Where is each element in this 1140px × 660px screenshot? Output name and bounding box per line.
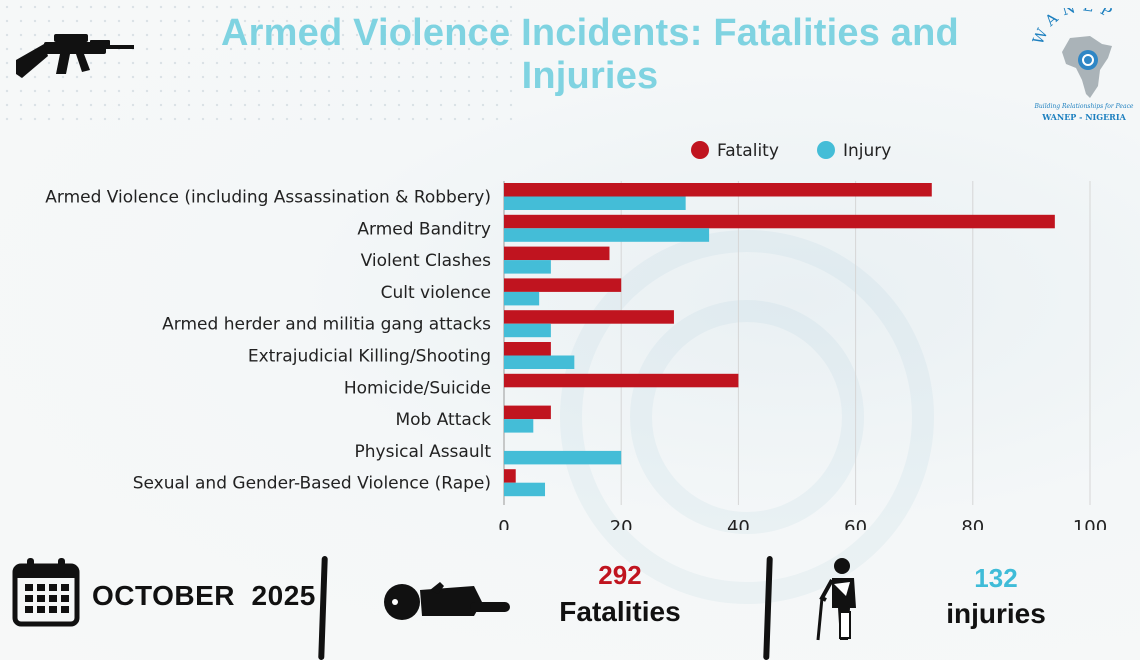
legend-injury-label: Injury [843,141,891,161]
logo-tagline: Building Relationships for Peace [1034,103,1134,110]
report-date: OCTOBER 2025 [92,580,316,611]
fallen-person-icon [384,582,510,620]
injury-bar [504,196,686,210]
fatality-bar [504,373,739,388]
x-tick-label: 40 [727,517,750,530]
chart-legend: Fatality Injury [691,141,891,161]
injuries-count: 132 [974,563,1018,593]
fatality-bar [504,310,674,324]
fatality-bar [504,183,932,197]
fatality-bar [504,469,516,483]
injury-bar [504,291,540,306]
legend-fatality-marker [691,141,709,159]
x-tick-label: 60 [844,517,867,530]
injured-person-icon [816,558,856,641]
category-label: Sexual and Gender-Based Violence (Rape) [133,474,491,494]
fatalities-label: Fatalities [559,596,681,627]
logo-text-bottom: WANEP - NIGERIA [1041,112,1126,122]
calendar-icon [12,558,80,627]
category-label: Homicide/Suicide [344,378,491,398]
category-label: Extrajudicial Killing/Shooting [248,347,491,367]
injuries-label: injuries [946,598,1046,629]
page-title: Armed Violence Incidents: Fatalities and… [221,12,959,97]
legend-fatality-label: Fatality [717,141,779,161]
legend-injury-marker [817,141,835,159]
injury-bar [504,482,546,497]
injury-bar [504,228,710,242]
fatality-bar [504,278,622,292]
category-label: Violent Clashes [361,251,492,271]
bar-chart: Fatality Injury Armed Violence (includin… [45,141,1107,530]
x-tick-label: 100 [1073,517,1107,530]
fatality-bar [504,342,551,356]
injury-bar [504,355,575,369]
fatality-bar [504,246,610,261]
fatalities-count: 292 [598,560,642,590]
rifle-icon [16,34,134,78]
x-tick-label: 0 [498,517,509,530]
x-tick-label: 20 [610,517,633,530]
fatality-bar [504,214,1055,229]
x-tick-label: 80 [961,517,984,530]
category-label: Physical Assault [355,442,492,462]
category-label: Armed herder and militia gang attacks [162,315,491,335]
category-label: Armed Banditry [357,219,491,239]
injury-bar [504,323,551,338]
footer-divider [318,555,328,660]
category-label: Mob Attack [395,410,491,430]
category-label: Armed Violence (including Assassination … [45,188,491,208]
injury-bar [504,260,551,274]
category-label: Cult violence [381,283,491,303]
fatality-bar [504,405,551,420]
injury-bar [504,419,534,433]
wanep-logo: WANEP Building Relationships for Peace W… [1032,8,1134,122]
injury-bar [504,450,622,465]
